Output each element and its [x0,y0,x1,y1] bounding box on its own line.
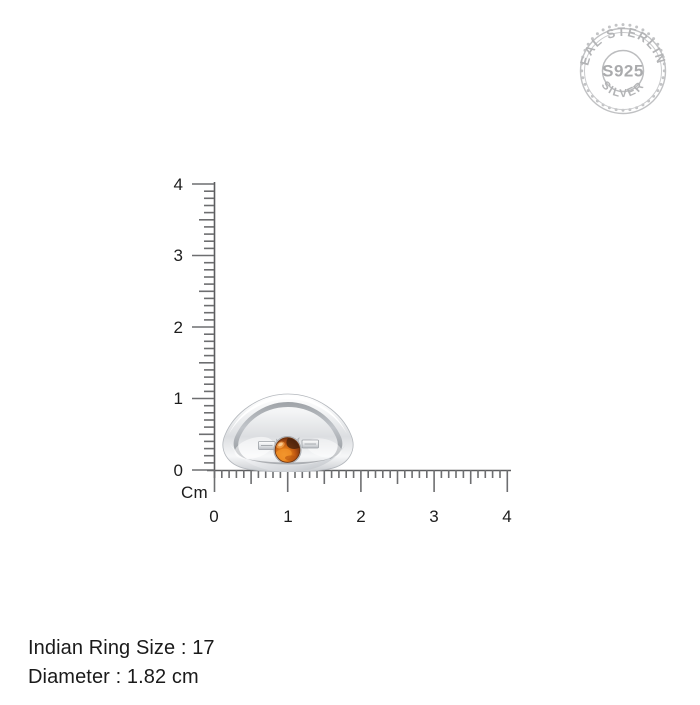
gemstone-specular-highlight [278,442,283,447]
round-cabochon-gemstone [274,437,301,463]
diameter-text: Diameter : 1.82 cm [28,666,199,688]
horizontal-tick-label-2: 2 [356,507,366,526]
ring-dome-shading [227,438,349,472]
sterling-silver-hallmark: REAL STERLING S925 SILVER [568,11,672,120]
vertical-tick-label-0: 0 [173,461,183,480]
ring-illustration [222,393,354,473]
ring-top-highlight [229,395,347,434]
baguette-accent-stone-right [301,439,319,449]
vertical-tick-label-2: 2 [173,318,183,337]
hallmark-center-text: S925 [602,62,644,81]
ring-inner-shadow [247,459,329,465]
vertical-tick-label-3: 3 [173,246,183,265]
vertical-ruler-ticks [192,183,214,471]
horizontal-tick-label-1: 1 [283,507,293,526]
horizontal-tick-label-3: 3 [429,507,439,526]
ring-product-photo [214,386,364,473]
vertical-tick-label-1: 1 [173,389,183,408]
ring-specification-caption: Indian Ring Size : 17 Diameter : 1.82 cm [28,634,215,692]
horizontal-tick-label-0: 0 [209,507,219,526]
vertical-tick-label-4: 4 [173,175,183,194]
baguette-accent-stone-left [258,441,276,450]
horizontal-ruler-ticks [213,470,509,492]
hallmark-bottom-text: SILVER [599,79,648,100]
indian-ring-size-text: Indian Ring Size : 17 [28,637,215,659]
horizontal-tick-label-4: 4 [502,507,512,526]
hallmark-stamp-icon: REAL STERLING S925 SILVER [568,11,667,115]
ruler-unit-label: Cm [181,483,208,502]
